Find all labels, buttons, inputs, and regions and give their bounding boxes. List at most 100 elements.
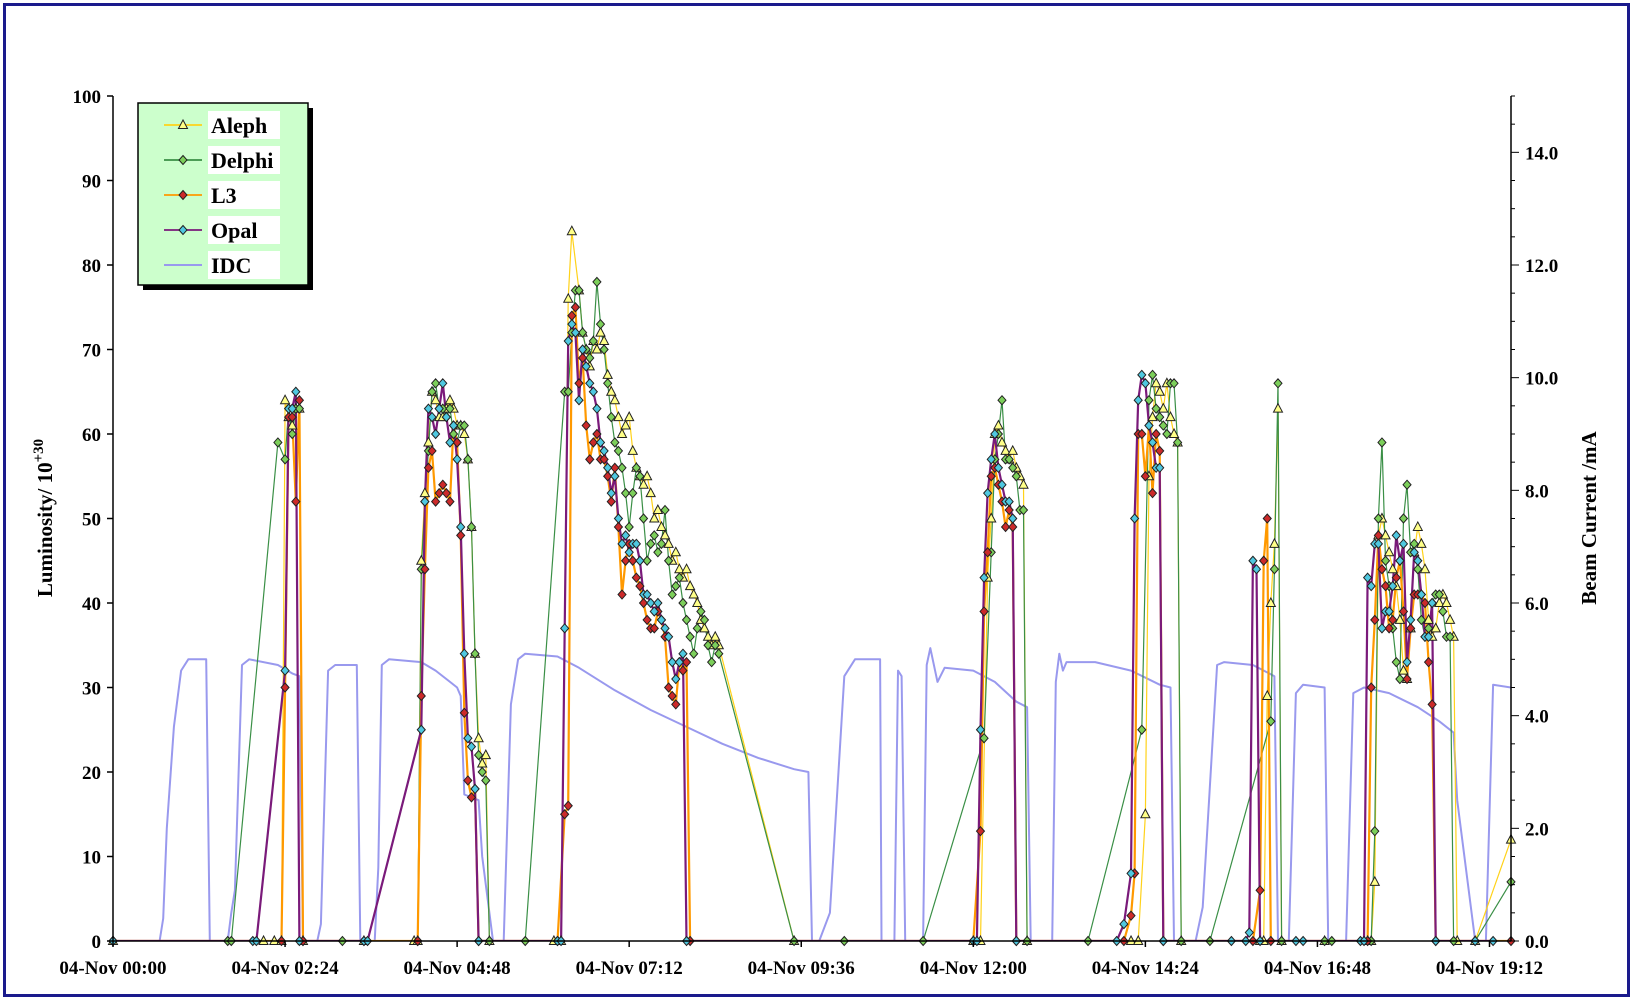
opal-point [416,724,426,736]
l3-point [438,479,448,490]
opal-point [280,665,290,676]
opal-point [1402,656,1412,668]
opal-point [599,445,609,457]
l3-point [1398,606,1409,617]
y2-tick-label: 4.0 [1525,707,1549,728]
delphi-point [599,344,609,355]
opal-point [588,386,599,398]
delphi-point [595,318,606,330]
delphi-point [699,614,710,626]
opal-point [646,597,656,609]
opal-point [1395,555,1405,567]
aleph-point [1433,596,1445,607]
aleph-point [1419,563,1431,574]
idc-legend-label: IDC [211,253,251,278]
y-axis-label-exponent: +30 [31,439,47,463]
delphi-point [997,394,1007,406]
l3-point [986,470,996,482]
delphi-point [1377,437,1387,448]
idc-legend-label-bg [208,251,280,279]
l3-point [599,454,609,465]
opal-point [1119,918,1129,930]
aleph-point [1412,520,1424,531]
delphi-point [1416,614,1427,626]
aleph-point [279,394,291,405]
l3-point [663,682,674,693]
y-tick-label: 90 [82,172,101,193]
aleph-point [566,225,578,236]
opal-point [1251,563,1262,575]
opal-point [1244,927,1254,938]
opal-point [438,378,448,389]
l3-point [1402,673,1412,685]
delphi-point [592,276,602,288]
opal-point [287,403,297,414]
opal-point [975,724,986,736]
l3-point [1262,513,1272,524]
l3-point [570,301,581,313]
delphi-point [635,470,645,482]
delphi-point [610,437,620,448]
l3-point [1377,563,1387,575]
delphi-point [624,521,634,533]
l3-legend-label: L3 [211,183,237,208]
opal-point [663,631,674,643]
y-axis-label: Luminosity/ 10+30 [31,439,57,597]
opal-point [470,783,480,795]
l3-point [291,496,301,507]
l3-point [642,614,652,626]
l3-point [678,665,688,676]
opal-point [592,403,602,414]
l3-point [1388,614,1398,626]
delphi-point [574,285,584,296]
l3-point [1380,580,1391,592]
opal-point [559,623,570,634]
aleph-point [1165,411,1176,422]
y-tick-label: 40 [82,594,101,615]
delphi-point [1158,420,1168,431]
delphi-point [671,580,681,592]
opal-point [642,589,652,600]
l3-point [294,394,305,406]
opal-point [1144,420,1154,431]
l3-point [416,690,426,702]
aleph-point [623,411,635,422]
delphi-point [703,639,713,651]
l3-point [563,800,573,812]
delphi-point [1172,437,1183,448]
l3-point [420,563,430,575]
opal-point [613,513,624,524]
delphi-point [1370,825,1380,837]
delphi-point [1413,563,1423,575]
delphi-point [606,411,616,423]
aleph-point [1380,529,1391,540]
delphi-point [1391,656,1401,668]
delphi-point [473,749,484,761]
l3-point [441,487,452,499]
l3-point [1370,614,1380,626]
aleph-point [1007,444,1019,455]
opal-point [585,378,595,389]
opal-point [1427,597,1437,609]
delphi-point [617,462,627,474]
aleph-point [659,529,671,540]
opal-point [1416,589,1427,600]
aleph-point [609,394,621,405]
delphi-point [563,386,573,398]
opal-point [452,454,462,465]
l3-point [667,690,677,702]
delphi-point [1144,394,1154,406]
aleph-point [627,444,639,455]
aleph-point [993,419,1004,430]
l3-point [1420,597,1430,609]
aleph-point [1398,664,1409,675]
opal-point [570,327,581,338]
opal-point [1405,614,1416,626]
opal-series-line [113,323,1494,941]
opal-point [1129,513,1140,524]
aleph-point [1441,596,1452,607]
aleph-point [652,503,664,515]
delphi-point [430,378,441,389]
delphi-point [1395,673,1405,685]
